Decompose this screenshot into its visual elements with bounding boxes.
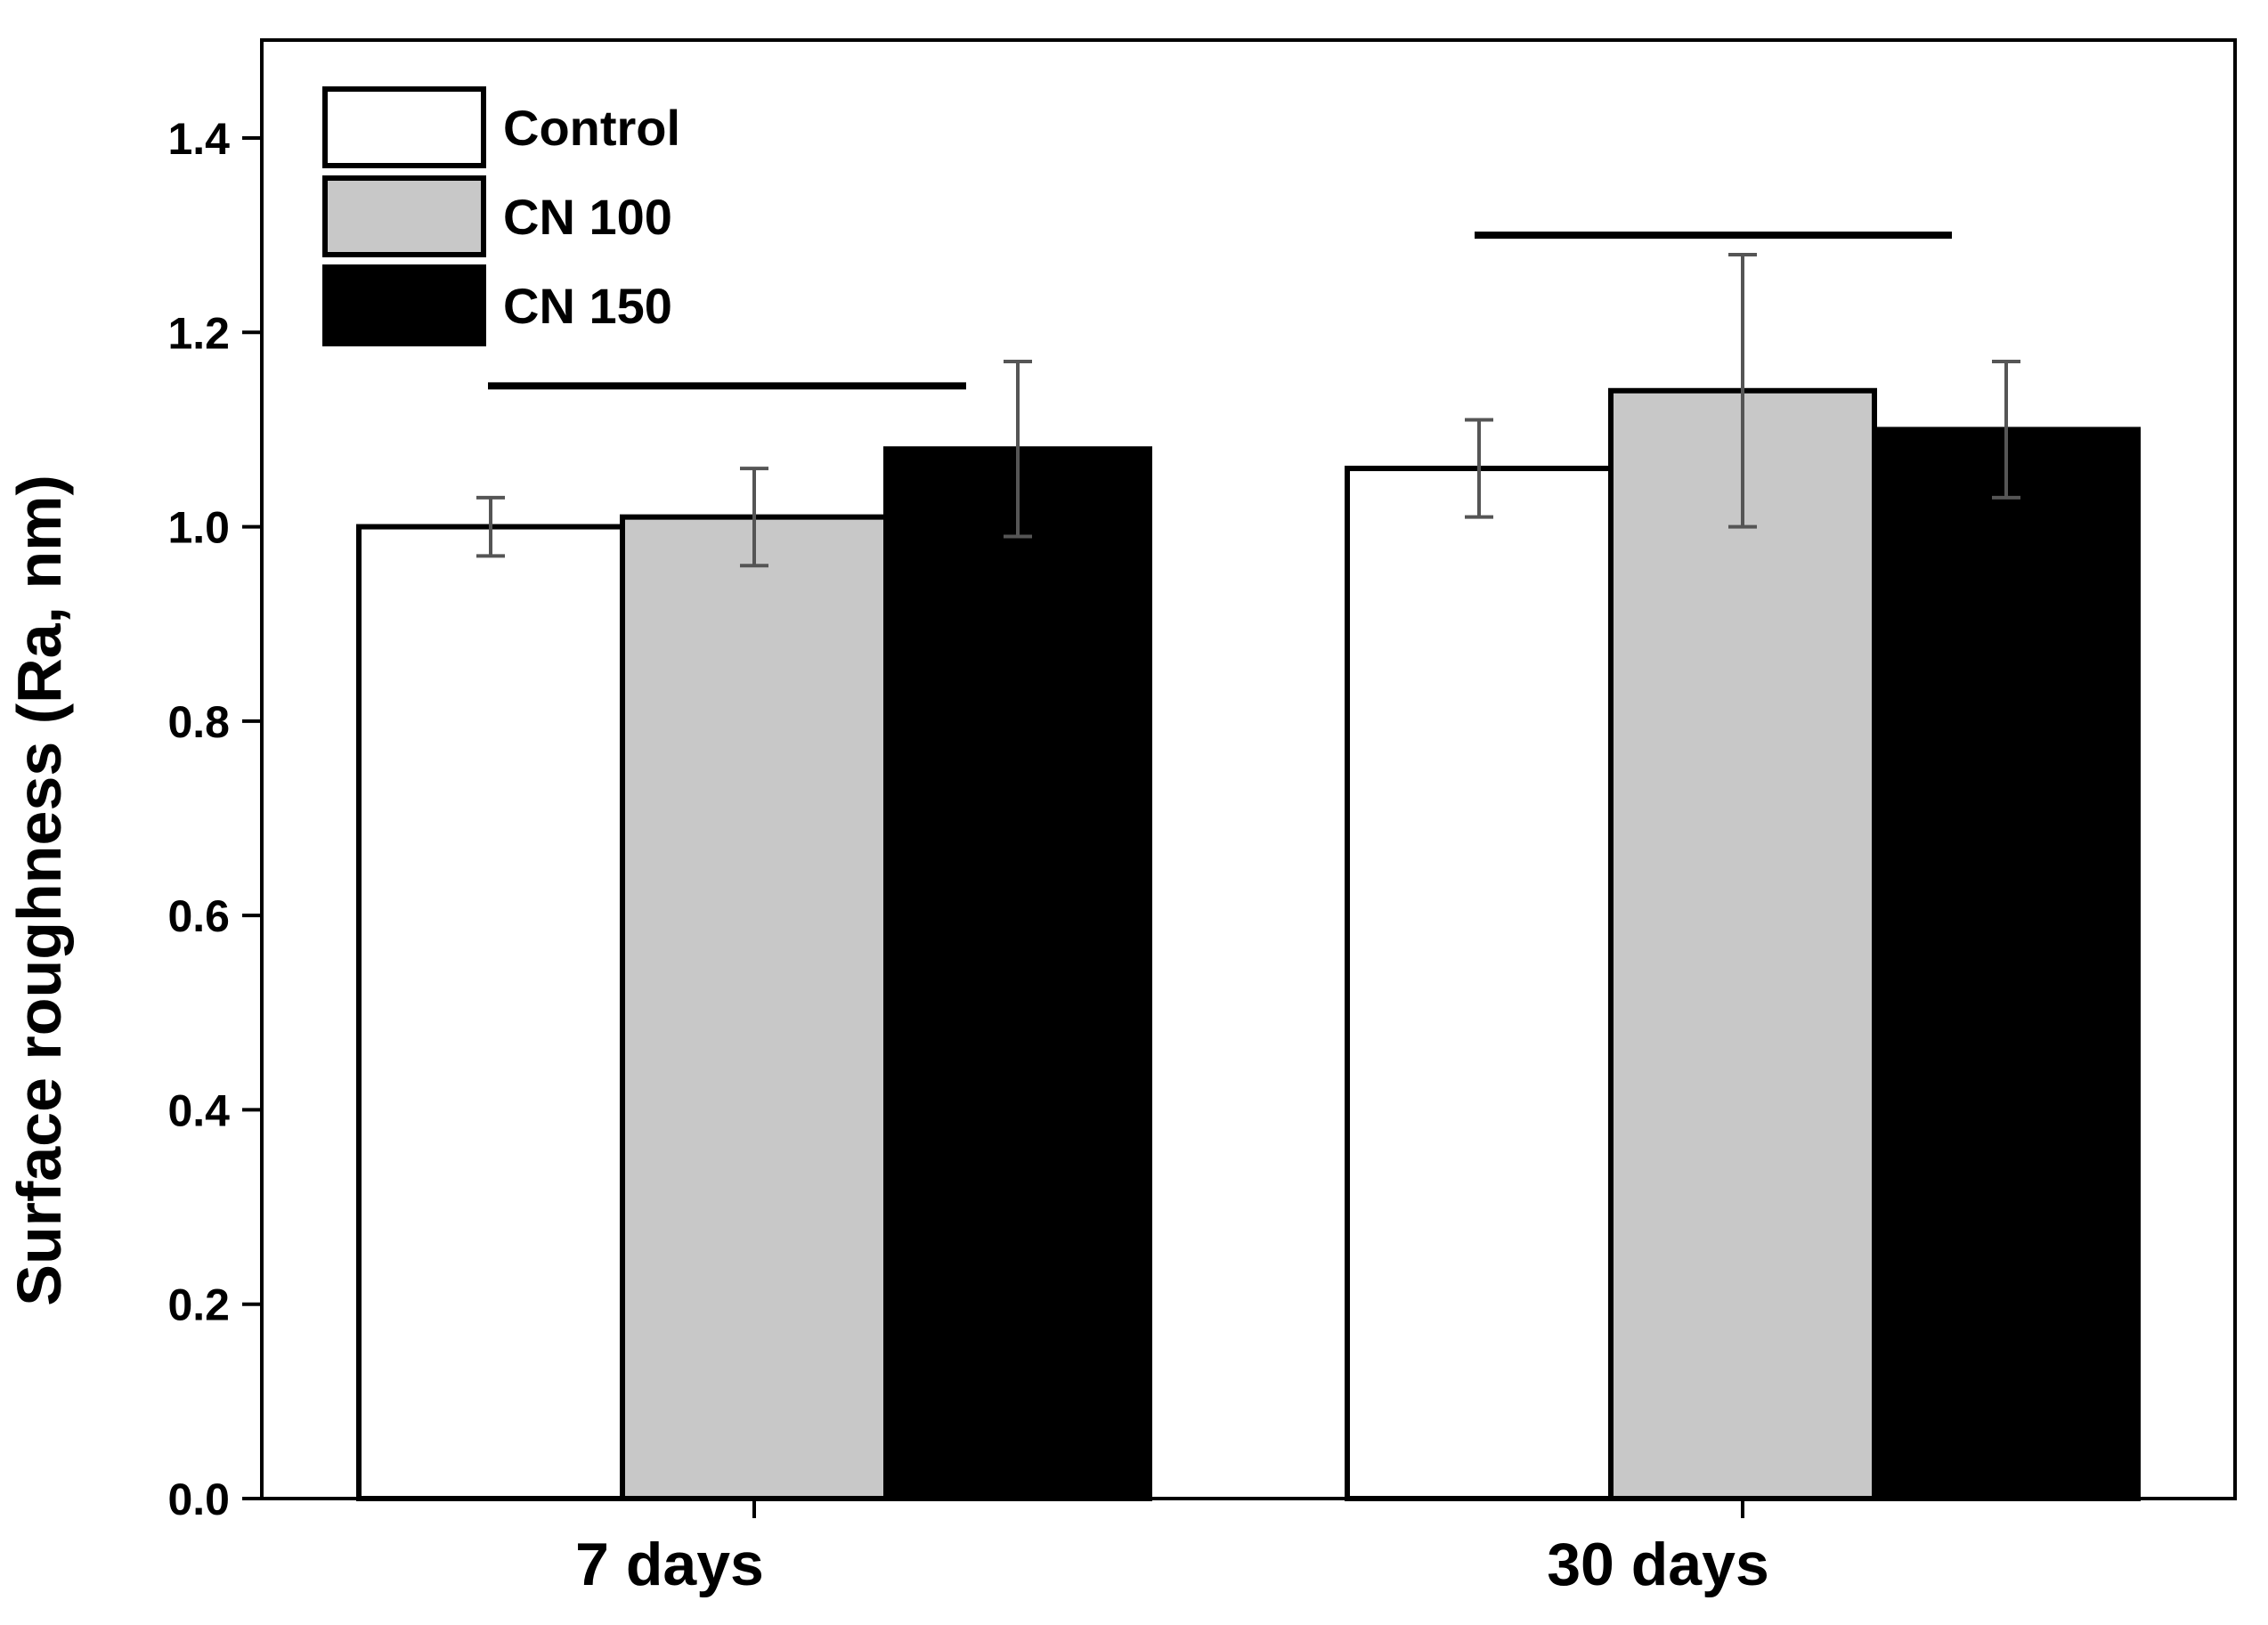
plot-frame bbox=[260, 38, 2237, 1500]
y-tick-label: 1.0 bbox=[167, 503, 230, 553]
legend-swatch-cn-100 bbox=[322, 175, 486, 257]
legend-swatch-cn-150 bbox=[322, 264, 486, 346]
legend-label: CN 150 bbox=[503, 278, 672, 334]
y-tick-label: 0.4 bbox=[167, 1085, 230, 1135]
bar-cn-150-7-days bbox=[883, 446, 1152, 1501]
x-category-label: 7 days bbox=[575, 1531, 764, 1598]
y-tick-label: 0.6 bbox=[167, 891, 230, 941]
y-tick-label: 1.2 bbox=[167, 308, 230, 358]
bar-control-30-days bbox=[1345, 466, 1614, 1501]
legend-swatch-control bbox=[322, 86, 486, 168]
legend-label: CN 100 bbox=[503, 189, 672, 245]
y-tick-label: 1.4 bbox=[167, 114, 230, 164]
x-category-label: 30 days bbox=[1547, 1531, 1769, 1598]
legend-label: Control bbox=[503, 100, 680, 156]
y-tick-label: 0.0 bbox=[167, 1475, 230, 1524]
bar-cn-150-30-days bbox=[1872, 427, 2141, 1501]
y-tick-label: 0.8 bbox=[167, 697, 230, 747]
y-axis-title: Surface roughness (Ra, nm) bbox=[4, 475, 74, 1306]
bar-cn-100-30-days bbox=[1608, 387, 1877, 1501]
bar-cn-100-7-days bbox=[620, 514, 889, 1502]
y-tick-label: 0.2 bbox=[167, 1280, 230, 1330]
bar-control-7-days bbox=[356, 524, 625, 1501]
